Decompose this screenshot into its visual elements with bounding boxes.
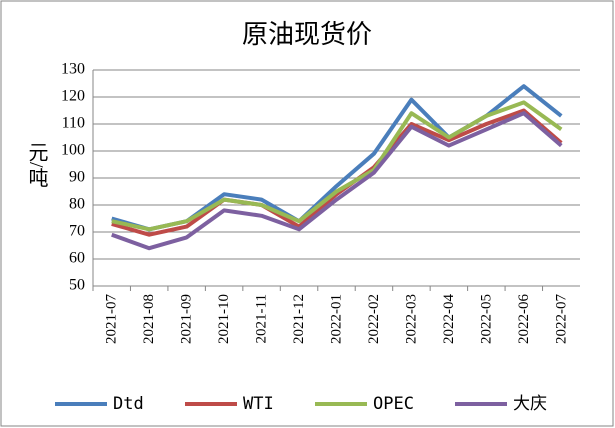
x-tick-label: 2021-11 bbox=[254, 294, 270, 343]
y-tick-label: 90 bbox=[69, 169, 85, 186]
y-tick-label: 120 bbox=[61, 88, 85, 105]
series-line bbox=[111, 100, 563, 232]
y-tick-label: 130 bbox=[61, 61, 85, 78]
y-axis-label: 元/吨 bbox=[25, 142, 48, 188]
legend-label: 大庆 bbox=[513, 394, 547, 414]
x-tick-label: 2021-12 bbox=[291, 294, 307, 344]
x-tick-label: 2022-05 bbox=[478, 294, 494, 344]
y-tick-label: 60 bbox=[69, 250, 85, 267]
x-tick-label: 2021-10 bbox=[216, 294, 232, 344]
series-line bbox=[111, 111, 563, 251]
x-tick-label: 2021-07 bbox=[104, 294, 120, 344]
legend-label: WTI bbox=[243, 394, 274, 414]
chart-title: 原油现货价 bbox=[242, 20, 372, 49]
y-tick-label: 50 bbox=[69, 277, 85, 294]
x-tick-label: 2021-09 bbox=[179, 294, 195, 344]
x-tick-label: 2022-07 bbox=[553, 294, 569, 344]
series-line bbox=[111, 108, 563, 237]
legend-label: OPEC bbox=[373, 394, 414, 414]
x-tick-label: 2022-04 bbox=[441, 294, 457, 344]
y-tick-label: 100 bbox=[61, 142, 85, 159]
y-tick-label: 70 bbox=[69, 223, 85, 240]
x-tick-label: 2022-03 bbox=[403, 294, 419, 344]
y-tick-label: 110 bbox=[62, 115, 85, 132]
x-tick-label: 2022-01 bbox=[329, 294, 345, 344]
x-tick-label: 2021-08 bbox=[141, 294, 157, 344]
y-tick-label: 80 bbox=[69, 196, 85, 213]
x-tick-label: 2022-06 bbox=[516, 294, 532, 344]
x-tick-label: 2022-02 bbox=[366, 294, 382, 344]
legend-label: Dtd bbox=[113, 394, 144, 414]
